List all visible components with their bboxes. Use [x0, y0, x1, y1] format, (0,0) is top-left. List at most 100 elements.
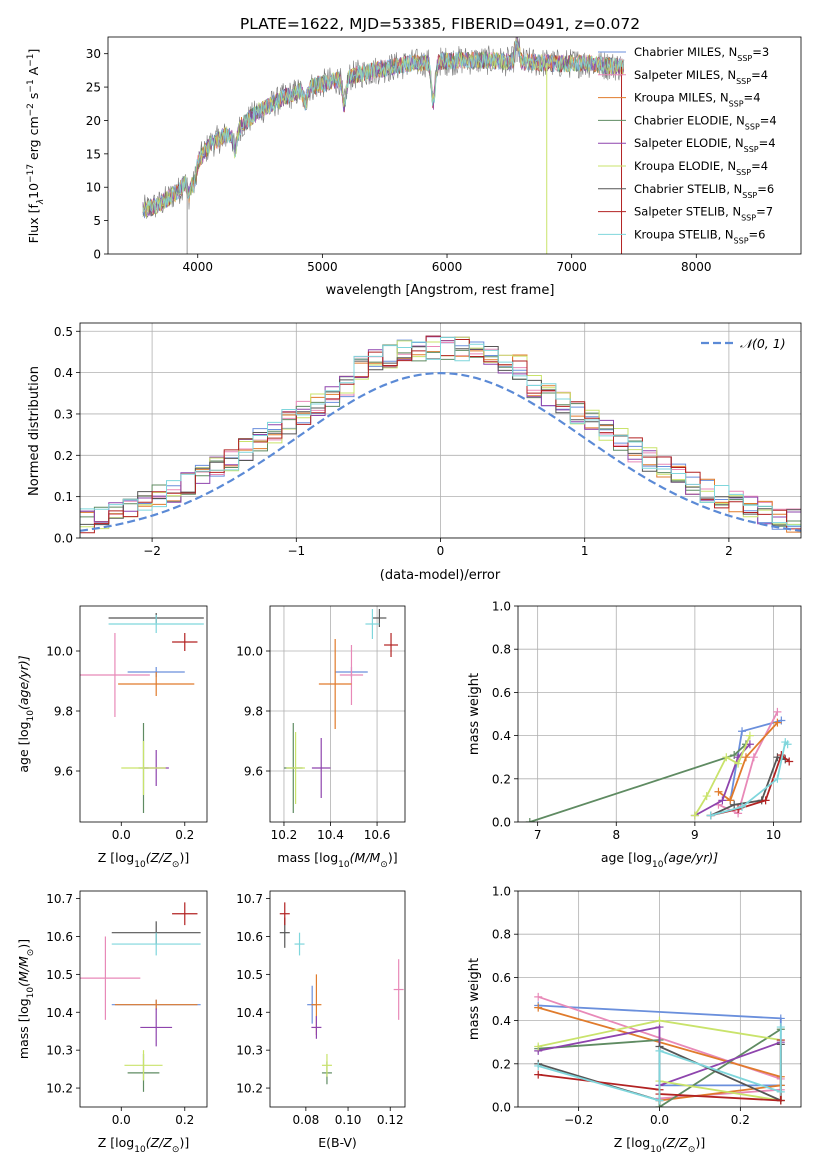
y-axis-label: age [log10(age/yr)] — [16, 655, 36, 772]
x-tick-label: −1 — [287, 544, 305, 558]
legend-label: Salpeter MILES, NSSP=4 — [634, 68, 768, 86]
error-marker — [111, 932, 201, 956]
legend-label: 𝒩(0, 1) — [740, 336, 786, 351]
plot-area — [80, 902, 201, 1092]
y-axis-label: mass [log10(M/M⊙)] — [16, 939, 36, 1059]
y-tick-label: 10.4 — [46, 1006, 73, 1020]
plot-area — [518, 891, 801, 1107]
weight-marker — [745, 731, 754, 740]
axes-frame — [269, 890, 406, 1108]
error-marker — [393, 959, 404, 1020]
histogram-step — [80, 335, 801, 538]
panel-weight-vs-Z: −0.2 0.0 0.2 0.0 0.2 0.4 0.6 0.8 1.0 Z [log10(Z/Z… — [467, 885, 802, 1155]
x-tick-label: 10.4 — [317, 828, 344, 842]
legend-label: Kroupa ELODIE, NSSP=4 — [634, 159, 768, 177]
y-tick-label: 10.5 — [46, 968, 73, 982]
x-tick-label: 0.0 — [650, 1113, 669, 1127]
y-tick-label: 0.4 — [492, 729, 511, 743]
weight-marker — [690, 811, 699, 820]
panel-age-vs-Z: 0.0 0.2 9.6 9.8 10.0 Z [log10(Z/Z⊙)] age [log1… — [16, 605, 208, 870]
x-tick-label: 0.2 — [175, 1113, 194, 1127]
error-marker — [321, 1053, 332, 1077]
x-axis-label: (data-model)/error — [380, 568, 501, 583]
x-tick-label: 8000 — [681, 260, 712, 274]
x-axis-label: wavelength [Angstrom, rest frame] — [326, 283, 555, 298]
y-axis-label: Normed distribution — [27, 366, 42, 496]
error-marker — [80, 633, 150, 717]
x-axis-label: Z [log10(Z/Z⊙)] — [614, 1135, 705, 1155]
legend-label: Chabrier STELIB, NSSP=6 — [634, 182, 774, 200]
y-tick-label: 10.3 — [236, 1044, 263, 1058]
x-tick-label: 0.0 — [112, 1113, 131, 1127]
plot-area — [279, 902, 404, 1085]
weight-marker — [718, 796, 727, 805]
error-marker — [108, 615, 204, 633]
error-marker — [384, 633, 399, 657]
weight-marker — [785, 757, 794, 766]
error-marker — [140, 1008, 173, 1047]
y-tick-label: 10.6 — [236, 930, 263, 944]
y-tick-label: 1.0 — [492, 600, 511, 614]
y-tick-label: 30 — [86, 47, 101, 61]
weight-marker — [525, 818, 534, 822]
y-tick-label: 10.3 — [46, 1044, 73, 1058]
y-tick-label: 15 — [86, 147, 101, 161]
y-tick-label: 10.4 — [236, 1006, 263, 1020]
error-marker — [339, 645, 364, 705]
legend-label: Chabrier ELODIE, NSSP=4 — [634, 113, 777, 130]
figure-title: PLATE=1622, MJD=53385, FIBERID=0491, z=0… — [240, 15, 640, 33]
histogram-step — [80, 336, 801, 538]
weight-marker — [776, 1087, 785, 1096]
y-tick-label: 0.8 — [492, 928, 511, 942]
y-tick-label: 0.2 — [492, 772, 511, 786]
y-tick-label: 0.2 — [492, 1057, 511, 1071]
x-tick-label: 0.10 — [335, 1113, 362, 1127]
weight-marker — [741, 753, 750, 762]
x-tick-label: 9 — [691, 828, 699, 842]
error-marker — [124, 1050, 163, 1081]
error-marker — [294, 932, 305, 956]
x-tick-label: 5000 — [307, 260, 338, 274]
weight-marker — [730, 800, 739, 809]
y-tick-label: 10 — [86, 181, 101, 195]
plot-area — [518, 606, 801, 822]
weight-marker — [534, 1070, 543, 1079]
x-tick-label: 0.08 — [293, 1113, 320, 1127]
weight-marker — [534, 1042, 543, 1051]
x-axis-label: E(B-V) — [318, 1135, 357, 1150]
plot-area — [80, 323, 801, 538]
error-marker — [286, 732, 305, 804]
x-tick-label: 0.2 — [175, 828, 194, 842]
y-tick-label: 10.5 — [236, 968, 263, 982]
panel-weight-vs-age: 7 8 9 10 0.0 0.2 0.4 0.6 0.8 1.0 age [log10(age/yr… — [467, 600, 802, 870]
axes-frame — [79, 322, 802, 539]
x-tick-label: −2 — [143, 544, 161, 558]
y-tick-label: 9.6 — [244, 765, 263, 779]
y-tick-label: 10.0 — [46, 645, 73, 659]
x-tick-label: 10 — [766, 828, 781, 842]
y-tick-label: 0.4 — [492, 1014, 511, 1028]
weight-marker — [734, 759, 743, 768]
weight-marker — [706, 811, 715, 820]
legend-label: Kroupa MILES, NSSP=4 — [634, 91, 761, 109]
y-tick-label: 0.5 — [54, 325, 73, 339]
y-tick-label: 5 — [93, 214, 101, 228]
y-tick-label: 0.2 — [54, 449, 73, 463]
x-tick-label: −0.2 — [564, 1113, 593, 1127]
axes-frame — [79, 605, 208, 823]
y-tick-label: 10.0 — [236, 645, 263, 659]
y-tick-label: 9.6 — [54, 765, 73, 779]
y-tick-label: 9.8 — [244, 705, 263, 719]
spectrum-legend: Chabrier MILES, NSSP=3 Salpeter MILES, NS… — [598, 45, 777, 245]
y-tick-label: 0.8 — [492, 643, 511, 657]
x-tick-label: 2 — [725, 544, 733, 558]
weight-marker — [761, 796, 770, 805]
axes-frame — [107, 36, 802, 255]
y-tick-label: 0.4 — [54, 366, 73, 380]
legend-label: Chabrier MILES, NSSP=3 — [634, 45, 769, 63]
x-axis-label: Z [log10(Z/Z⊙)] — [98, 1135, 189, 1155]
error-marker — [279, 902, 290, 926]
x-tick-label: 6000 — [432, 260, 463, 274]
legend-label: Salpeter ELODIE, NSSP=4 — [634, 136, 776, 154]
